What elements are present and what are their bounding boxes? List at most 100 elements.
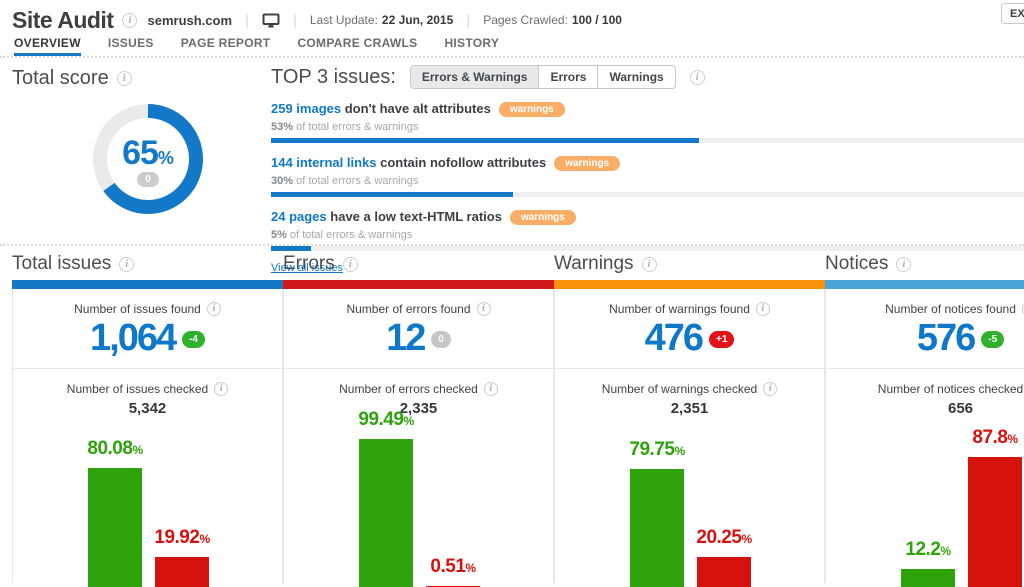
checked-box: Number of errors checked 2,335 99.49% 0.…	[283, 369, 554, 587]
metrics-section: Total issues Number of issues found 1,06…	[0, 246, 1024, 587]
failed-percent-label: 19.92%	[154, 527, 210, 549]
top-issues-title: TOP 3 issues:	[271, 65, 396, 88]
pages-crawled: Pages Crawled: 100 / 100	[483, 13, 622, 27]
issue-title[interactable]: 24 pages have a low text-HTML ratios warn…	[271, 209, 1024, 225]
issues-filter-group: Errors & Warnings Errors Warnings	[409, 65, 676, 89]
column-errors: Errors Number of errors found 12 0 Numbe…	[283, 246, 554, 587]
filter-warnings[interactable]: Warnings	[597, 66, 674, 88]
info-icon[interactable]	[755, 302, 770, 316]
info-icon[interactable]	[763, 382, 778, 396]
info-icon[interactable]	[483, 382, 498, 396]
column-total-issues: Total issues Number of issues found 1,06…	[12, 246, 283, 587]
top-issues-panel: TOP 3 issues: Errors & Warnings Errors W…	[271, 58, 1024, 274]
failed-bar	[968, 456, 1022, 587]
found-label: Number of issues found	[74, 302, 201, 316]
passed-bar	[359, 439, 413, 587]
issue-title[interactable]: 259 images don't have alt attributes warn…	[271, 101, 1024, 117]
score-delta-badge: 0	[137, 171, 159, 187]
overview-top-section: Total score 65% 0 TOP 3 issues: Errors &…	[0, 58, 1024, 274]
found-box: Number of notices found 576 -5	[825, 289, 1024, 369]
column-accent-bar	[825, 280, 1024, 289]
delta-badge: -5	[981, 331, 1005, 348]
issue-item: 24 pages have a low text-HTML ratios warn…	[271, 209, 1024, 251]
pages-crawled-label: Pages Crawled:	[483, 13, 568, 27]
passed-bar	[630, 468, 684, 587]
tab-compare-crawls[interactable]: COMPARE CRAWLS	[297, 36, 418, 50]
filter-errors-warnings[interactable]: Errors & Warnings	[410, 66, 539, 88]
issue-title[interactable]: 144 internal links contain nofollow attr…	[271, 155, 1024, 171]
delta-badge: 0	[431, 331, 451, 348]
view-all-issues-link[interactable]: View all issues	[271, 262, 343, 274]
found-label: Number of warnings found	[609, 302, 750, 316]
passed-percent-label: 80.08%	[87, 438, 143, 460]
passed-failed-chart: 99.49% 0.51%	[284, 409, 553, 587]
app-header: Site Audit semrush.com | | Last Update:2…	[0, 0, 1024, 33]
found-box: Number of issues found 1,064 -4	[12, 289, 283, 369]
found-box: Number of warnings found 476 +1	[554, 289, 825, 369]
warnings-badge: warnings	[498, 102, 565, 117]
tab-bar: OVERVIEW ISSUES PAGE REPORT COMPARE CRAW…	[0, 32, 1024, 58]
separator: |	[245, 11, 249, 29]
passed-percent-label: 79.75%	[629, 438, 685, 460]
passed-percent-label: 12.2%	[905, 538, 951, 560]
issue-progress-fill	[271, 246, 312, 251]
issue-item: 259 images don't have alt attributes warn…	[271, 101, 1024, 143]
passed-failed-chart: 12.2% 87.8%	[826, 422, 1024, 587]
delta-badge: -4	[182, 331, 205, 348]
issue-subtext: 53% of total errors & warnings	[271, 121, 419, 133]
passed-failed-chart: 79.75% 20.25%	[555, 422, 824, 587]
info-icon[interactable]	[214, 382, 229, 396]
issue-progress-track	[271, 138, 1024, 143]
checked-label: Number of issues checked	[66, 382, 209, 396]
found-value: 12	[386, 317, 426, 359]
info-icon[interactable]	[122, 12, 138, 28]
checked-value: 2,351	[670, 400, 709, 417]
info-icon[interactable]	[476, 302, 491, 316]
filter-errors[interactable]: Errors	[538, 66, 597, 88]
tab-overview[interactable]: OVERVIEW	[14, 36, 81, 56]
issue-item: 144 internal links contain nofollow attr…	[271, 155, 1024, 197]
info-icon[interactable]	[342, 256, 358, 272]
passed-bar	[901, 568, 955, 587]
info-icon[interactable]	[206, 302, 221, 316]
failed-percent-label: 20.25%	[696, 526, 752, 548]
issue-link: 259 images	[271, 101, 342, 116]
last-update-value: 22 Jun, 2015	[381, 13, 454, 27]
found-value: 576	[916, 317, 976, 359]
column-title: Errors	[283, 253, 335, 274]
checked-box: Number of notices checked 656 12.2% 87.8…	[825, 369, 1024, 587]
tab-page-report[interactable]: PAGE REPORT	[180, 36, 271, 50]
tab-history[interactable]: HISTORY	[444, 36, 500, 50]
export-button[interactable]: EXP	[1001, 3, 1024, 24]
checked-box: Number of issues checked 5,342 80.08% 19…	[12, 369, 283, 587]
info-icon[interactable]	[119, 256, 135, 272]
warnings-badge: warnings	[509, 210, 576, 225]
info-icon[interactable]	[116, 71, 132, 86]
issue-progress-fill	[271, 138, 699, 143]
column-title: Notices	[825, 253, 889, 274]
total-score-value: 65%	[122, 133, 174, 172]
column-accent-bar	[283, 280, 554, 289]
passed-failed-chart: 80.08% 19.92%	[13, 422, 282, 587]
info-icon[interactable]	[689, 69, 705, 85]
total-score-donut: 65% 0	[92, 103, 204, 215]
issue-subtext: 30% of total errors & warnings	[271, 175, 419, 187]
info-icon[interactable]	[641, 256, 657, 272]
info-icon[interactable]	[896, 256, 912, 272]
failed-percent-label: 0.51%	[430, 556, 476, 578]
checked-label: Number of warnings checked	[601, 382, 758, 396]
failed-bar	[155, 557, 209, 587]
desktop-icon[interactable]	[262, 13, 280, 28]
tab-issues[interactable]: ISSUES	[107, 36, 154, 50]
checked-box: Number of warnings checked 2,351 79.75% …	[554, 369, 825, 587]
found-label: Number of errors found	[346, 302, 471, 316]
column-title: Total issues	[12, 253, 112, 274]
issue-link: 144 internal links	[271, 155, 377, 170]
issue-link: 24 pages	[271, 209, 327, 224]
failed-percent-label: 87.8%	[972, 426, 1018, 448]
checked-label: Number of notices checked	[877, 382, 1024, 396]
separator: |	[292, 11, 297, 29]
issue-progress-track	[271, 192, 1024, 197]
checked-label: Number of errors checked	[339, 382, 478, 396]
column-notices: Notices Number of notices found 576 -5 N…	[825, 246, 1024, 587]
